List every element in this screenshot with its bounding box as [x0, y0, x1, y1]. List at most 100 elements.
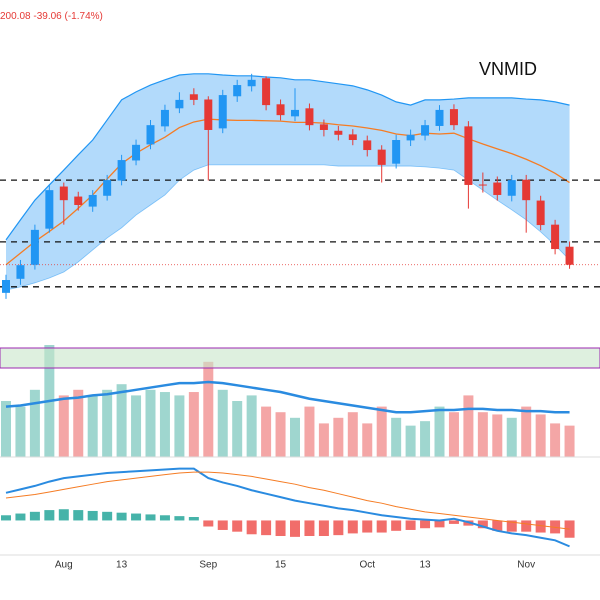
macd-histogram [333, 520, 344, 536]
volume-bar [87, 395, 98, 457]
candle-body [2, 280, 10, 293]
x-tick-label: Sep [199, 560, 217, 571]
volume-bar [145, 389, 156, 457]
volume-bar [159, 392, 170, 457]
candle-body [565, 246, 574, 265]
candle-body [59, 186, 68, 201]
macd-line [5, 467, 570, 548]
volume-ma [5, 380, 570, 414]
macd-histogram [492, 520, 503, 531]
zone [0, 347, 600, 369]
macd-histogram [131, 513, 142, 521]
candle-body [175, 99, 184, 109]
x-tick-label: 13 [419, 560, 431, 571]
candle-body [493, 182, 502, 195]
x-tick-label: 15 [275, 560, 287, 571]
candle-body [305, 108, 314, 126]
candle-body [464, 126, 473, 185]
candle-body [348, 134, 357, 141]
volume-bar [304, 406, 315, 457]
macd-histogram [420, 520, 431, 529]
macd-histogram [275, 520, 286, 536]
volume-bar [217, 389, 228, 457]
header-change-percent: (-1.74%) [65, 11, 103, 22]
volume-bar [246, 395, 257, 457]
candle-body [132, 144, 141, 161]
volume-bar [535, 414, 546, 457]
volume-bar [333, 417, 344, 457]
volume-bar [102, 389, 113, 457]
candle-body [319, 124, 328, 130]
candle-body [88, 194, 97, 207]
macd-histogram [535, 520, 546, 533]
macd-histogram [87, 510, 98, 521]
macd-histogram [434, 520, 445, 528]
macd-histogram [58, 509, 69, 521]
macd-histogram [318, 520, 329, 536]
volume-bar [203, 361, 214, 457]
macd-histogram [174, 516, 185, 521]
band-lower [5, 164, 570, 291]
candle-body [103, 180, 112, 196]
candle-body [522, 179, 531, 201]
band-upper [5, 73, 570, 241]
volume-bar [58, 395, 69, 457]
candle-body [291, 109, 299, 117]
candle-body [189, 94, 198, 100]
macd-histogram [15, 513, 26, 521]
x-tick-label: Oct [359, 560, 375, 571]
volume-bar [174, 395, 185, 457]
x-tick-label: Aug [55, 560, 73, 571]
macd-histogram [159, 515, 170, 521]
macd-histogram [362, 520, 373, 533]
macd-histogram [521, 520, 532, 532]
candle-body [536, 200, 545, 226]
candle-body [406, 134, 415, 141]
volume-bar [1, 401, 11, 457]
volume-bar [131, 395, 142, 457]
volume-bar [73, 389, 84, 457]
macd-histogram [73, 510, 84, 521]
chart-title: VNMID [479, 59, 537, 79]
macd-histogram [232, 520, 243, 532]
candle-body [218, 95, 227, 129]
candle-body [74, 196, 83, 205]
volume-bar [116, 384, 127, 457]
x-tick-label: Nov [517, 560, 535, 571]
candle-body [204, 99, 213, 130]
macd-histogram [44, 510, 55, 521]
candle-body [334, 130, 343, 135]
volume-bar [232, 401, 243, 457]
volume-bar [420, 421, 431, 457]
volume-bar [448, 412, 459, 457]
candle-body [507, 180, 516, 196]
macd-histogram [506, 520, 517, 532]
candle-body [16, 265, 25, 279]
volume-bar [15, 406, 26, 457]
candle-body [435, 109, 444, 126]
volume-bar [550, 423, 561, 457]
candle-body [233, 85, 242, 97]
macd-histogram [116, 512, 127, 521]
volume-bar [318, 423, 329, 457]
candle-body [392, 140, 401, 164]
candle-body [247, 79, 256, 87]
macd-histogram [29, 511, 40, 521]
header-close: 200.08 [0, 11, 31, 22]
volume-bar [290, 417, 300, 457]
macd-histogram [347, 520, 358, 534]
candle-body [551, 224, 560, 250]
macd-histogram [188, 517, 199, 521]
header: 200.08 -39.06 (-1.74%) [0, 11, 103, 22]
macd-histogram [448, 520, 459, 524]
macd-histogram [261, 520, 272, 536]
candle-body [363, 140, 372, 151]
macd-histogram [246, 520, 257, 535]
x-tick-label: 13 [116, 560, 128, 571]
macd-histogram [290, 520, 300, 537]
candle-body [45, 190, 54, 229]
candle-body [449, 109, 458, 126]
candle-body [421, 125, 430, 136]
